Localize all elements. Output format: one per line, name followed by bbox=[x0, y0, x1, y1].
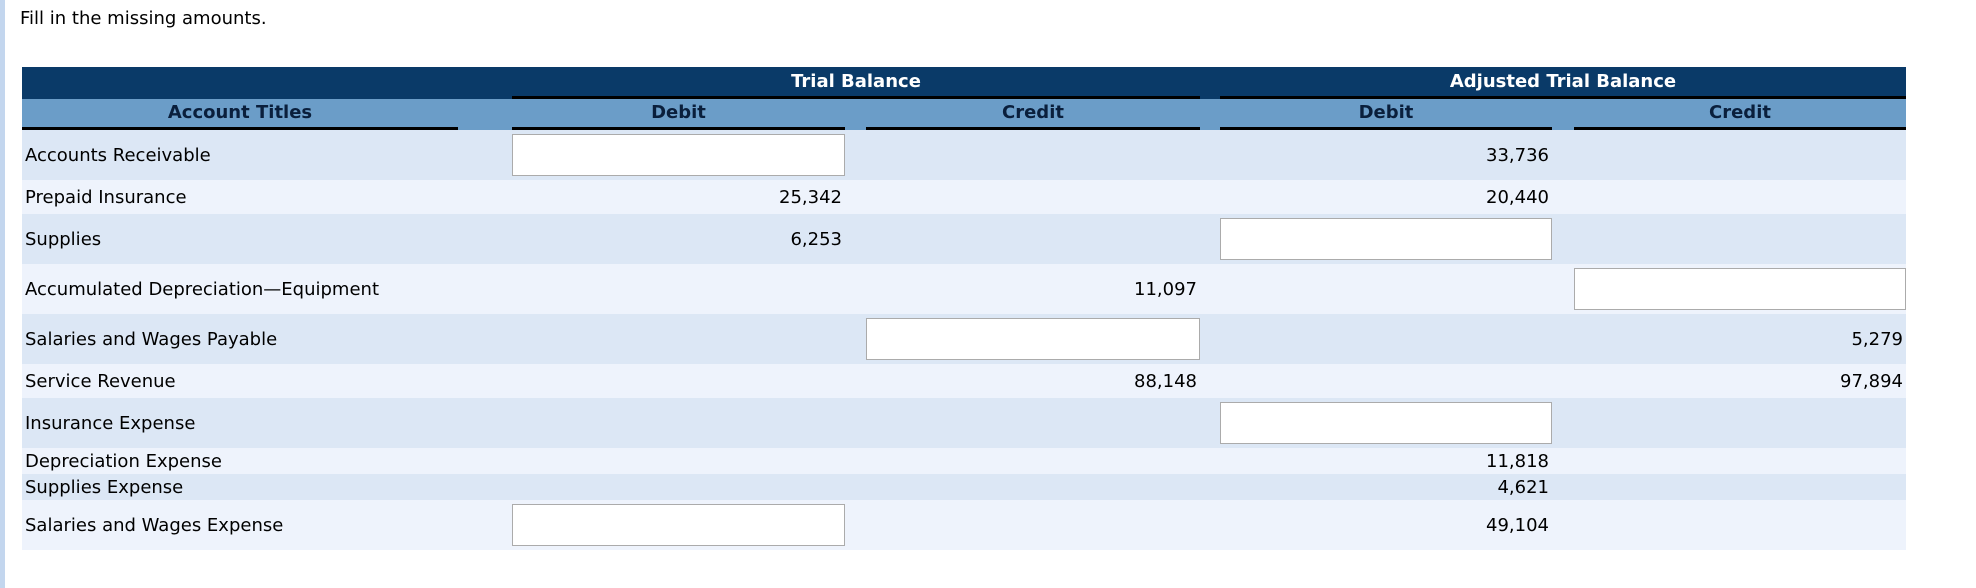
group-header-spacer bbox=[22, 67, 512, 99]
account-title: Supplies Expense bbox=[25, 476, 184, 498]
column-header-row: Account Titles Debit Credit Debit Credit bbox=[22, 99, 1906, 130]
column-header-atb-credit: Credit bbox=[1574, 99, 1906, 130]
account-title: Prepaid Insurance bbox=[25, 186, 187, 208]
amount-value-atb-debit: 49,104 bbox=[1486, 514, 1549, 536]
amount-input-tb-credit-row-5[interactable] bbox=[866, 318, 1200, 360]
table-row: Supplies Expense 4,621 bbox=[22, 474, 1906, 500]
table-row: Accumulated Depreciation—Equipment 11,097 bbox=[22, 264, 1906, 314]
amount-input-tb-debit-row-1[interactable] bbox=[512, 134, 845, 176]
left-edge-strip bbox=[0, 0, 5, 588]
table-row: Insurance Expense bbox=[22, 398, 1906, 448]
amount-value-atb-credit: 97,894 bbox=[1840, 370, 1903, 392]
table-row: Depreciation Expense 11,818 bbox=[22, 448, 1906, 474]
account-title: Accumulated Depreciation—Equipment bbox=[25, 278, 380, 300]
instruction-text: Fill in the missing amounts. bbox=[20, 8, 267, 29]
table-row: Salaries and Wages Payable 5,279 bbox=[22, 314, 1906, 364]
amount-value-atb-credit: 5,279 bbox=[1851, 328, 1903, 350]
table-row: Accounts Receivable 33,736 bbox=[22, 130, 1906, 180]
amount-value-tb-debit: 6,253 bbox=[790, 228, 842, 250]
amount-value-atb-debit: 4,621 bbox=[1497, 476, 1549, 498]
amount-value-atb-debit: 11,818 bbox=[1486, 450, 1549, 472]
account-title: Supplies bbox=[25, 228, 102, 250]
column-header-tb-debit: Debit bbox=[512, 99, 845, 130]
column-header-atb-debit: Debit bbox=[1220, 99, 1552, 130]
group-header-adjusted-trial-balance: Adjusted Trial Balance bbox=[1220, 67, 1906, 99]
amount-input-atb-debit-row-3[interactable] bbox=[1220, 218, 1552, 260]
table-row: Prepaid Insurance 25,342 20,440 bbox=[22, 180, 1906, 214]
table-body: Accounts Receivable 33,736 Prepaid Insuran… bbox=[22, 130, 1906, 550]
account-title: Salaries and Wages Payable bbox=[25, 328, 278, 350]
trial-balance-table: Trial Balance Adjusted Trial Balance Acc… bbox=[22, 67, 1906, 550]
amount-value-tb-credit: 88,148 bbox=[1134, 370, 1197, 392]
amount-value-tb-debit: 25,342 bbox=[779, 186, 842, 208]
group-header-row: Trial Balance Adjusted Trial Balance bbox=[22, 67, 1906, 99]
table-row: Service Revenue 88,148 97,894 bbox=[22, 364, 1906, 398]
table-row: Salaries and Wages Expense 49,104 bbox=[22, 500, 1906, 550]
table-row: Supplies 6,253 bbox=[22, 214, 1906, 264]
account-title: Salaries and Wages Expense bbox=[25, 514, 284, 536]
column-header-account-titles: Account Titles bbox=[22, 99, 458, 130]
column-header-tb-credit: Credit bbox=[866, 99, 1200, 130]
amount-value-tb-credit: 11,097 bbox=[1134, 278, 1197, 300]
amount-input-atb-credit-row-4[interactable] bbox=[1574, 268, 1906, 310]
amount-value-atb-debit: 20,440 bbox=[1486, 186, 1549, 208]
account-title: Insurance Expense bbox=[25, 412, 196, 434]
account-title: Depreciation Expense bbox=[25, 450, 222, 472]
amount-input-tb-debit-row-10[interactable] bbox=[512, 504, 845, 546]
group-header-trial-balance: Trial Balance bbox=[512, 67, 1200, 99]
account-title: Accounts Receivable bbox=[25, 144, 211, 166]
amount-value-atb-debit: 33,736 bbox=[1486, 144, 1549, 166]
account-title: Service Revenue bbox=[25, 370, 176, 392]
amount-input-atb-debit-row-7[interactable] bbox=[1220, 402, 1552, 444]
